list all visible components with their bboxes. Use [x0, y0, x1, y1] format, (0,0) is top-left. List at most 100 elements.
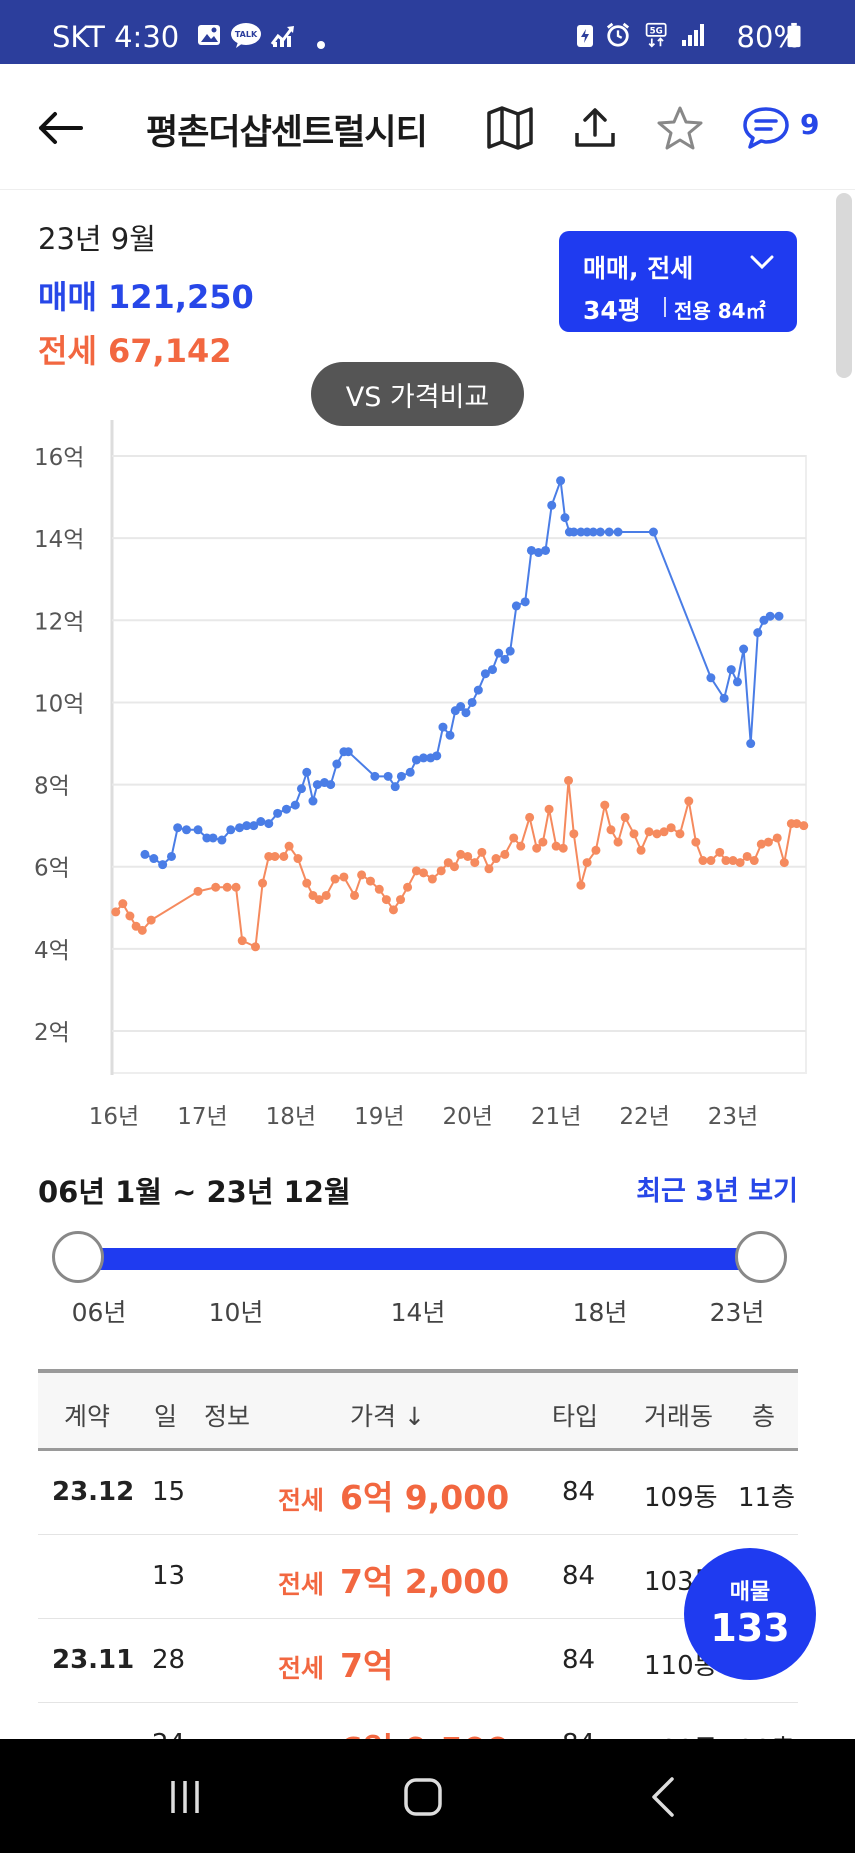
col-price[interactable]: 가격 ↓ [350, 1402, 425, 1431]
data-point-rent [600, 800, 610, 810]
row-date: 23.11 [52, 1645, 135, 1675]
row-price: 7억 [340, 1646, 394, 1685]
data-point-rent [532, 843, 542, 853]
share-button[interactable] [567, 100, 623, 156]
recent-apps-button[interactable] [150, 1767, 220, 1827]
chart-app-icon [270, 26, 294, 47]
y-tick-label: 4억 [34, 938, 70, 964]
table-row[interactable]: 23.11 28 전세 7억 84 110동 [38, 1619, 798, 1703]
data-point-rent [350, 890, 360, 900]
table-row[interactable]: 13 전세 7억 2,000 84 103동 [38, 1535, 798, 1619]
data-point-rent [606, 825, 616, 835]
data-point-trade [726, 665, 736, 675]
data-point-trade [526, 545, 536, 555]
data-point-trade [774, 611, 784, 621]
data-point-rent [613, 837, 623, 847]
data-point-rent [772, 833, 782, 843]
data-point-rent [419, 868, 429, 878]
table-row[interactable]: 23.12 15 전세 6억 9,000 84 109동 11층 [38, 1451, 798, 1535]
home-icon [404, 1778, 442, 1816]
data-point-rent [211, 882, 221, 892]
range-start-handle[interactable] [52, 1231, 104, 1283]
data-point-trade [182, 825, 192, 835]
type-selector[interactable]: 매매, 전세 34평 전용 84㎡ [559, 231, 797, 332]
data-point-rent [749, 856, 759, 866]
data-point-rent [449, 862, 459, 872]
listings-button[interactable]: 매물 133 [684, 1548, 816, 1680]
vs-compare-button[interactable]: VS 가격비교 [311, 362, 524, 426]
data-point-rent [500, 849, 510, 859]
data-point-rent [118, 899, 128, 909]
data-point-rent [620, 812, 630, 822]
data-point-trade [235, 823, 245, 833]
data-point-trade [719, 693, 729, 703]
data-point-trade [500, 654, 510, 664]
data-point-trade [140, 849, 150, 859]
data-point-rent [357, 870, 367, 880]
data-point-rent [339, 872, 349, 882]
selected-period: 23년 9월 [38, 222, 156, 256]
data-point-trade [312, 780, 322, 790]
col-day[interactable]: 일 [154, 1402, 178, 1431]
map-button[interactable] [482, 100, 538, 156]
comments-button[interactable] [738, 100, 794, 156]
row-floor: 11층 [738, 1483, 796, 1513]
plot-border [111, 455, 807, 1074]
data-point-trade [438, 722, 448, 732]
data-point-trade [445, 730, 455, 740]
data-point-rent [576, 880, 586, 890]
favorite-button[interactable] [652, 100, 708, 156]
data-point-rent [551, 841, 561, 851]
data-point-rent [721, 856, 731, 866]
data-point-trade [533, 548, 543, 558]
data-point-rent [538, 837, 548, 847]
data-point-rent [270, 851, 280, 861]
range-slider-track[interactable] [78, 1248, 762, 1270]
data-point-trade [732, 677, 742, 687]
listings-label: 매물 [729, 1580, 771, 1605]
data-point-trade [383, 771, 393, 781]
data-point-rent [691, 837, 701, 847]
x-tick-label: 19년 [354, 1104, 404, 1130]
comment-icon [743, 107, 789, 149]
recent-apps-icon [171, 1781, 199, 1813]
data-point-rent [427, 874, 437, 884]
data-point-rent [644, 827, 654, 837]
data-point-rent [258, 878, 268, 888]
range-end-handle[interactable] [735, 1231, 787, 1283]
status-time: SKT 4:30 [52, 20, 180, 54]
back-nav-button[interactable] [628, 1767, 698, 1827]
y-tick-label: 12억 [34, 609, 84, 635]
recent-3-years-link[interactable]: 최근 3년 보기 [636, 1176, 798, 1207]
data-point-rent [396, 895, 406, 905]
col-floor[interactable]: 층 [752, 1402, 776, 1431]
data-point-rent [636, 845, 646, 855]
data-point-rent [314, 895, 324, 905]
col-info[interactable]: 정보 [204, 1402, 251, 1431]
data-point-trade [149, 854, 159, 864]
row-dong: 109동 [644, 1483, 718, 1513]
col-dong[interactable]: 거래동 [644, 1402, 714, 1431]
back-button[interactable] [32, 100, 88, 156]
data-point-rent [569, 829, 579, 839]
scrollbar[interactable] [836, 193, 852, 378]
x-tick-label: 23년 [708, 1104, 758, 1130]
col-type[interactable]: 타입 [552, 1402, 599, 1431]
data-point-trade [511, 601, 521, 611]
data-point-trade [432, 751, 442, 761]
data-point-rent [137, 925, 147, 935]
row-date: 23.12 [52, 1477, 135, 1507]
col-contract[interactable]: 계약 [64, 1402, 111, 1431]
row-day: 15 [152, 1477, 186, 1507]
data-point-trade [467, 697, 477, 707]
comment-count: 9 [800, 108, 820, 141]
price-chart[interactable]: 2억 4억 6억 8억 10억 12억 14억 16억 16년 17년 18년 19년 20년 21년 2… [0, 420, 855, 1140]
data-point-trade [281, 804, 291, 814]
x-axis: 16년 17년 18년 19년 20년 21년 22년 23년 [89, 1104, 758, 1130]
range-tick: 23년 [709, 1298, 765, 1327]
data-point-rent [279, 851, 289, 861]
y-tick-label: 10억 [34, 691, 84, 717]
data-point-rent [411, 866, 421, 876]
status-bar: SKT 4:30 TALK 5G 80% [0, 0, 855, 64]
home-button[interactable] [388, 1767, 458, 1827]
